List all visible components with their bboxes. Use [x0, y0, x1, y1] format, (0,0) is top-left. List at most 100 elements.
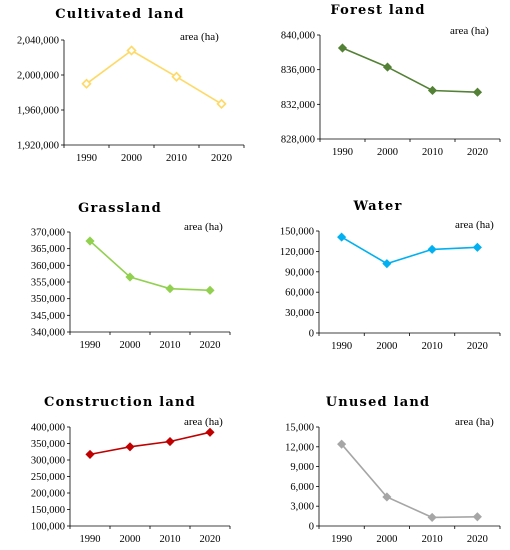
y-tick-label: 840,000 — [281, 31, 315, 42]
data-point-marker — [382, 492, 392, 502]
y-tick-label: 360,000 — [31, 261, 65, 272]
data-point-marker — [337, 439, 347, 449]
y-tick-label: 365,000 — [31, 244, 65, 255]
y-tick-label: 355,000 — [31, 278, 65, 289]
x-tick-label: 1990 — [80, 340, 101, 351]
x-tick-label: 2000 — [121, 153, 142, 164]
x-tick-label: 2010 — [160, 340, 181, 351]
y-tick-label: 828,000 — [281, 135, 315, 146]
y-tick-label: 340,000 — [31, 328, 65, 339]
y-tick-label: 300,000 — [31, 456, 65, 467]
y-tick-label: 345,000 — [31, 311, 65, 322]
x-tick-label: 2010 — [160, 534, 181, 545]
x-tick-label: 2000 — [376, 341, 397, 352]
x-tick-label: 2010 — [422, 147, 443, 158]
series-line — [89, 240, 211, 292]
series-line — [89, 431, 211, 456]
unit-label: area (ha) — [455, 416, 494, 428]
data-point-marker — [125, 272, 135, 282]
chart-panel-3: Grassland area (ha) 340,000 345,000 350,000 3… — [31, 201, 231, 351]
chart-title: Water — [352, 199, 402, 214]
x-tick-label: 1990 — [80, 534, 101, 545]
y-tick-label: 200,000 — [31, 489, 65, 500]
data-point-marker — [382, 259, 392, 269]
data-point-marker — [427, 85, 438, 96]
data-point-marker — [216, 98, 227, 110]
data-point-marker — [205, 285, 215, 295]
y-tick-label: 60,000 — [285, 288, 314, 299]
x-tick-label: 1990 — [331, 341, 352, 352]
y-tick-label: 100,000 — [31, 522, 65, 533]
series-line — [342, 47, 478, 93]
y-tick-label: 9,000 — [290, 462, 314, 473]
x-tick-label: 2010 — [422, 534, 443, 545]
y-tick-label: 0 — [309, 329, 314, 340]
unit-label: area (ha) — [180, 31, 219, 43]
x-tick-label: 1990 — [331, 534, 352, 545]
y-tick-label: 30,000 — [285, 308, 314, 319]
x-tick-label: 1990 — [332, 147, 353, 158]
y-tick-label: 1,960,000 — [17, 106, 59, 117]
y-tick-label: 90,000 — [285, 267, 314, 278]
y-tick-label: 120,000 — [280, 247, 314, 258]
chart-panel-6: Unused land area (ha) 0 3,000 6,000 9,000 12,0… — [285, 395, 501, 545]
unit-label: area (ha) — [455, 219, 494, 231]
x-tick-label: 2000 — [120, 340, 141, 351]
series-line — [341, 236, 478, 265]
x-tick-label: 2020 — [467, 341, 488, 352]
x-tick-label: 2000 — [377, 147, 398, 158]
x-tick-label: 2020 — [467, 147, 488, 158]
data-point-marker — [85, 449, 95, 459]
data-point-marker — [165, 436, 175, 447]
data-point-marker — [427, 512, 437, 522]
y-tick-label: 150,000 — [280, 227, 314, 238]
y-tick-label: 832,000 — [281, 100, 315, 111]
x-tick-label: 2010 — [422, 341, 443, 352]
x-tick-label: 2010 — [166, 153, 187, 164]
y-tick-label: 15,000 — [285, 423, 314, 434]
data-point-marker — [472, 512, 482, 522]
data-point-marker — [171, 71, 182, 82]
unit-label: area (ha) — [184, 221, 223, 233]
chart-title: Forest land — [330, 3, 425, 18]
x-tick-label: 1990 — [76, 153, 97, 164]
y-tick-label: 250,000 — [31, 472, 65, 483]
data-point-marker — [382, 62, 393, 72]
x-tick-label: 2000 — [376, 534, 397, 545]
data-point-marker — [472, 242, 482, 252]
chart-panel-4: Water area (ha) 0 30,000 60,000 90,000 120,000… — [280, 199, 501, 352]
chart-panel-5: Construction land area (ha) 100,000 150,000… — [31, 395, 231, 545]
x-tick-label: 2020 — [467, 534, 488, 545]
data-point-marker — [205, 427, 215, 437]
y-tick-label: 1,920,000 — [17, 141, 59, 152]
y-tick-label: 3,000 — [290, 502, 314, 513]
series-line — [86, 49, 222, 105]
x-tick-label: 2000 — [120, 534, 141, 545]
unit-label: area (ha) — [450, 25, 489, 37]
data-point-marker — [337, 43, 348, 53]
y-tick-label: 370,000 — [31, 228, 65, 239]
y-tick-label: 350,000 — [31, 294, 65, 305]
data-point-marker — [472, 87, 483, 97]
y-tick-label: 836,000 — [281, 65, 315, 76]
y-tick-label: 12,000 — [285, 442, 314, 453]
data-point-marker — [126, 45, 137, 56]
x-tick-label: 2020 — [200, 340, 221, 351]
y-tick-label: 2,040,000 — [17, 36, 59, 47]
chart-title: Unused land — [326, 395, 431, 410]
data-point-marker — [85, 236, 95, 246]
chart-panel-2: Forest land area (ha) 828,000 832,000 836,00… — [281, 3, 501, 158]
chart-panel-1: Cultivated land area (ha) 1,920,000 1,960,0… — [17, 7, 245, 164]
chart-title: Grassland — [78, 201, 162, 216]
data-point-marker — [337, 232, 347, 242]
y-tick-label: 0 — [309, 522, 314, 533]
y-tick-label: 6,000 — [290, 482, 314, 493]
data-point-marker — [165, 284, 175, 294]
chart-title: Construction land — [44, 395, 196, 410]
data-point-marker — [427, 244, 437, 254]
series-line — [340, 443, 478, 519]
y-tick-label: 150,000 — [31, 505, 65, 516]
y-tick-label: 2,000,000 — [17, 71, 59, 82]
